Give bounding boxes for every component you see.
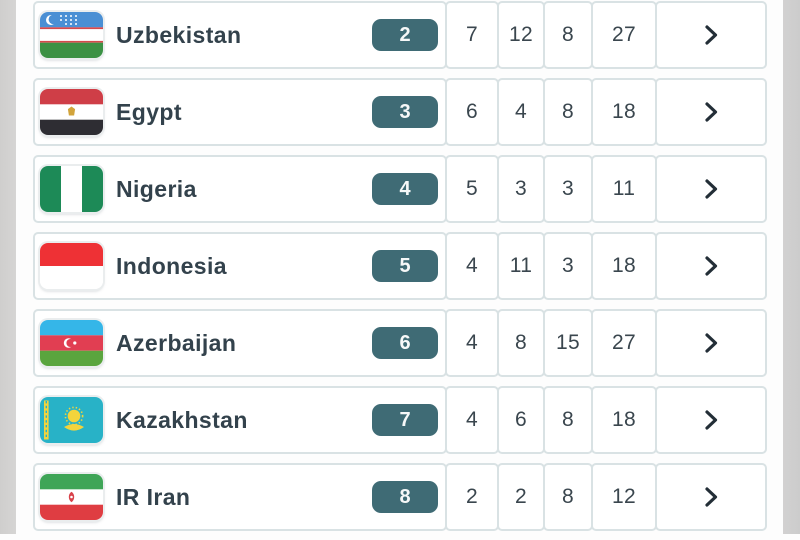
row-detail-button[interactable] [655, 386, 767, 454]
rank-badge: 8 [372, 481, 438, 513]
country-cell: Indonesia 5 [33, 232, 447, 300]
gold-count: 6 [445, 78, 499, 146]
bronze-count: 8 [543, 386, 593, 454]
rank-badge: 7 [372, 404, 438, 436]
table-row[interactable]: IR Iran 8 2 2 8 12 [33, 463, 767, 531]
left-gutter [0, 0, 16, 534]
chevron-right-icon [705, 102, 718, 122]
row-detail-button[interactable] [655, 155, 767, 223]
country-name: Kazakhstan [116, 406, 248, 433]
table-row[interactable]: Kazakhstan 7 4 6 8 18 [33, 386, 767, 454]
chevron-right-icon [705, 25, 718, 45]
country-cell: Uzbekistan 2 [33, 1, 447, 69]
medal-standings-table: Uzbekistan 2 7 12 8 27 Egypt 3 6 4 8 18 [33, 1, 767, 540]
rank-badge: 5 [372, 250, 438, 282]
country-name: Indonesia [116, 252, 227, 279]
gold-count: 7 [445, 1, 499, 69]
chevron-right-icon [705, 333, 718, 353]
country-cell: Egypt 3 [33, 78, 447, 146]
gold-count: 4 [445, 386, 499, 454]
chevron-right-icon [705, 410, 718, 430]
bronze-count: 8 [543, 1, 593, 69]
total-count: 18 [591, 78, 657, 146]
country-cell: Nigeria 4 [33, 155, 447, 223]
flag-azerbaijan-icon [40, 320, 103, 366]
silver-count: 8 [497, 309, 545, 377]
flag-uzbekistan-icon [40, 12, 103, 58]
total-count: 18 [591, 232, 657, 300]
bronze-count: 3 [543, 232, 593, 300]
table-row[interactable]: Egypt 3 6 4 8 18 [33, 78, 767, 146]
table-row[interactable]: Azerbaijan 6 4 8 15 27 [33, 309, 767, 377]
country-cell: Kazakhstan 7 [33, 386, 447, 454]
table-row[interactable]: Uzbekistan 2 7 12 8 27 [33, 1, 767, 69]
country-name: Azerbaijan [116, 329, 237, 356]
rank-badge: 2 [372, 19, 438, 51]
flag-kazakhstan-icon [40, 397, 103, 443]
right-gutter [783, 0, 800, 534]
gold-count: 4 [445, 232, 499, 300]
row-detail-button[interactable] [655, 309, 767, 377]
silver-count: 4 [497, 78, 545, 146]
country-name: IR Iran [116, 483, 191, 510]
bronze-count: 15 [543, 309, 593, 377]
bronze-count: 3 [543, 155, 593, 223]
total-count: 27 [591, 309, 657, 377]
country-name: Uzbekistan [116, 21, 242, 48]
rank-badge: 3 [372, 96, 438, 128]
total-count: 27 [591, 1, 657, 69]
bronze-count: 8 [543, 78, 593, 146]
gold-count: 4 [445, 309, 499, 377]
flag-iran-icon [40, 474, 103, 520]
chevron-right-icon [705, 487, 718, 507]
row-detail-button[interactable] [655, 1, 767, 69]
row-detail-button[interactable] [655, 232, 767, 300]
gold-count: 5 [445, 155, 499, 223]
total-count: 12 [591, 463, 657, 531]
table-row[interactable]: Indonesia 5 4 11 3 18 [33, 232, 767, 300]
silver-count: 2 [497, 463, 545, 531]
gold-count: 2 [445, 463, 499, 531]
country-name: Nigeria [116, 175, 197, 202]
flag-egypt-icon [40, 89, 103, 135]
country-cell: Azerbaijan 6 [33, 309, 447, 377]
silver-count: 6 [497, 386, 545, 454]
rank-badge: 4 [372, 173, 438, 205]
row-detail-button[interactable] [655, 463, 767, 531]
silver-count: 12 [497, 1, 545, 69]
bronze-count: 8 [543, 463, 593, 531]
flag-indonesia-icon [40, 243, 103, 289]
total-count: 18 [591, 386, 657, 454]
row-detail-button[interactable] [655, 78, 767, 146]
table-row[interactable]: Nigeria 4 5 3 3 11 [33, 155, 767, 223]
silver-count: 3 [497, 155, 545, 223]
total-count: 11 [591, 155, 657, 223]
silver-count: 11 [497, 232, 545, 300]
country-cell: IR Iran 8 [33, 463, 447, 531]
flag-nigeria-icon [40, 166, 103, 212]
rank-badge: 6 [372, 327, 438, 359]
chevron-right-icon [705, 179, 718, 199]
chevron-right-icon [705, 256, 718, 276]
country-name: Egypt [116, 98, 182, 125]
